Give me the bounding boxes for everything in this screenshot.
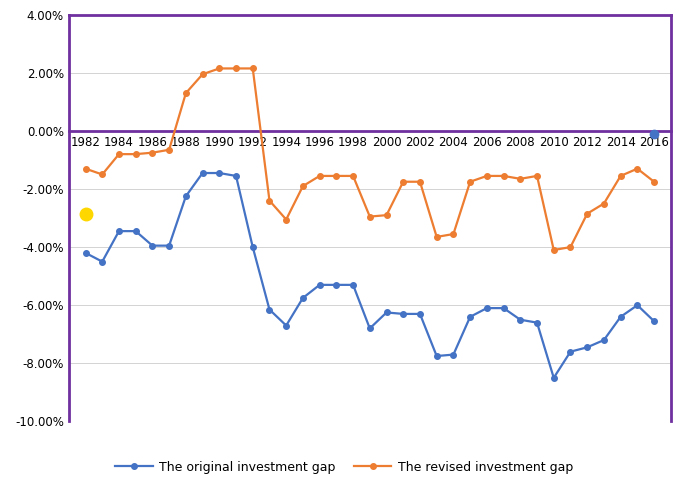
Legend: The original investment gap, The revised investment gap: The original investment gap, The revised… xyxy=(110,456,578,479)
